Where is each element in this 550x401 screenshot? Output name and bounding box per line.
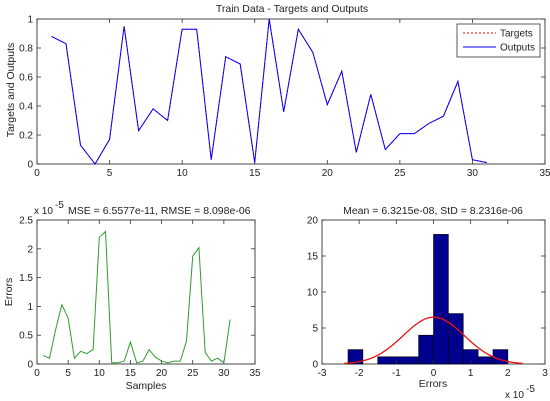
error-chart-y-ticks: 0 0.5 1 1.5 2 2.5 [19, 216, 255, 371]
top-chart-legend[interactable]: Targets Outputs [456, 23, 541, 58]
error-chart-exponent-power: -5 [55, 200, 64, 211]
error-chart-x-tick-label: 35 [249, 368, 261, 379]
top-chart-x-tick-label: 30 [467, 168, 479, 179]
histogram-chart-x-tick-label: -3 [318, 368, 327, 379]
top-chart-x-tick-label: 25 [394, 168, 406, 179]
error-chart-x-tick-label: 10 [94, 368, 106, 379]
histogram-chart-exponent-power: -5 [526, 384, 535, 395]
histogram-chart-y-tick-label: 5 [312, 324, 318, 335]
legend-outputs-label: Outputs [500, 43, 535, 54]
top-chart-y-tick-label: 0.2 [19, 131, 33, 142]
error-chart-xlabel: Samples [126, 380, 167, 392]
error-chart-x-tick-label: 25 [187, 368, 199, 379]
histogram-bar [448, 313, 464, 365]
error-chart-y-tick-label: 2 [27, 244, 33, 255]
top-chart: Train Data - Targets and Outputs Targets… [5, 3, 550, 179]
histogram-chart-y-tick-label: 20 [307, 216, 319, 227]
top-chart-x-tick-label: 15 [249, 168, 261, 179]
histogram-chart-x-tick-label: -1 [392, 368, 401, 379]
error-chart-y-tick-label: 0 [27, 360, 33, 371]
histogram-chart-exponent-base: x 10 [505, 390, 524, 401]
top-chart-x-tick-label: 5 [107, 168, 113, 179]
normal-fit-curve [344, 316, 523, 364]
error-chart-x-tick-label: 15 [125, 368, 137, 379]
histogram-chart-x-tick-label: -2 [355, 368, 364, 379]
error-chart-y-tick-label: 2.5 [19, 216, 33, 227]
histogram-chart-y-ticks: 0 5 10 15 20 [307, 216, 545, 371]
errors-series-line [42, 230, 231, 364]
error-chart-y-tick-label: 1 [27, 302, 33, 313]
top-chart-y-tick-label: 1 [27, 15, 33, 26]
error-chart-x-tick-label: 5 [65, 368, 71, 379]
histogram-chart-x-tick-label: 0 [431, 368, 437, 379]
histogram-chart-y-tick-label: 10 [307, 288, 319, 299]
histogram-bar [377, 356, 419, 365]
error-chart-x-tick-label: 0 [34, 368, 40, 379]
error-chart: x 10 -5 MSE = 6.5577e-11, RMSE = 8.098e-… [3, 200, 261, 392]
error-chart-title: MSE = 6.5577e-11, RMSE = 8.098e-06 [68, 205, 251, 217]
outputs-series-line [51, 18, 487, 165]
histogram-chart-x-tick-label: 3 [542, 368, 548, 379]
top-chart-x-tick-label: 0 [34, 168, 40, 179]
error-chart-plot-area [36, 219, 256, 365]
histogram-chart-fit [344, 316, 523, 364]
legend-targets-label: Targets [500, 29, 533, 40]
histogram-chart: Mean = 6.3215e-08, StD = 8.2316e-06 -3 -2… [307, 205, 548, 401]
error-chart-x-ticks: 0 5 10 15 20 25 30 35 [34, 220, 261, 379]
error-chart-series [42, 230, 231, 364]
error-chart-y-tick-label: 1.5 [19, 273, 33, 284]
top-chart-title: Train Data - Targets and Outputs [216, 3, 368, 15]
top-chart-y-tick-label: 0 [27, 160, 33, 171]
histogram-chart-x-tick-label: 1 [468, 368, 474, 379]
histogram-chart-y-tick-label: 0 [312, 360, 318, 371]
histogram-chart-xlabel: Errors [419, 378, 448, 390]
top-chart-ylabel: Targets and Outputs [5, 43, 17, 138]
top-chart-x-ticks: 0 5 10 15 20 25 30 35 [34, 19, 550, 179]
error-chart-x-tick-label: 20 [156, 368, 168, 379]
histogram-chart-x-tick-label: 2 [505, 368, 511, 379]
legend-box [456, 23, 541, 58]
top-chart-y-ticks: 0 0.2 0.4 0.6 0.8 1 [19, 15, 545, 171]
histogram-bar [477, 356, 494, 365]
top-chart-y-tick-label: 0.8 [19, 44, 33, 55]
error-chart-exponent-base: x 10 [34, 206, 53, 217]
histogram-chart-bars [347, 234, 509, 365]
top-chart-y-tick-label: 0.4 [19, 102, 33, 113]
error-chart-ylabel: Errors [3, 278, 15, 307]
error-chart-y-tick-label: 0.5 [19, 331, 33, 342]
top-chart-x-tick-label: 35 [539, 168, 550, 179]
histogram-bar [492, 349, 509, 365]
histogram-chart-title: Mean = 6.3215e-08, StD = 8.2316e-06 [343, 205, 523, 217]
error-chart-x-tick-label: 30 [218, 368, 230, 379]
top-chart-y-tick-label: 0.6 [19, 73, 33, 84]
histogram-chart-y-tick-label: 15 [307, 252, 319, 263]
top-chart-x-tick-label: 10 [177, 168, 189, 179]
histogram-bar [433, 234, 449, 365]
histogram-chart-x-ticks: -3 -2 -1 0 1 2 3 [318, 220, 548, 379]
histogram-bar [418, 334, 434, 365]
top-chart-series [51, 18, 487, 165]
top-chart-x-tick-label: 20 [322, 168, 334, 179]
